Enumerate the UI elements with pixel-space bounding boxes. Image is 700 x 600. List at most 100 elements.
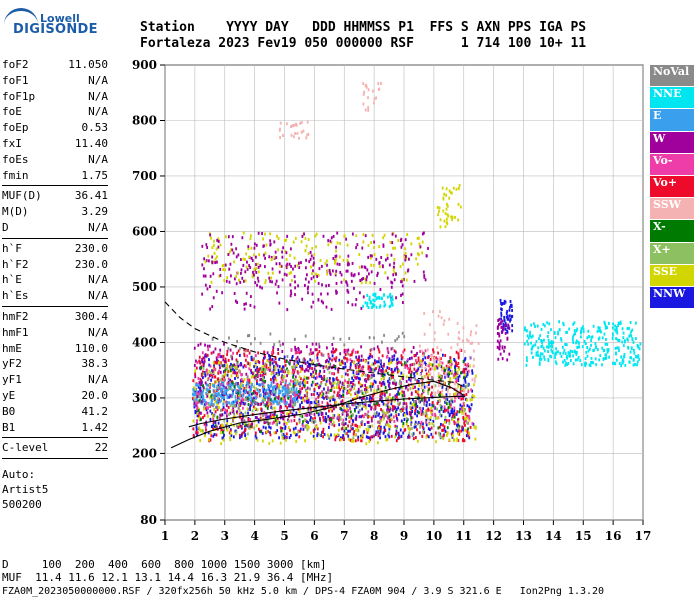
echo-point bbox=[268, 415, 270, 419]
echo-point bbox=[419, 425, 421, 429]
echo-point bbox=[257, 369, 260, 373]
echo-point bbox=[497, 357, 500, 361]
echo-point bbox=[329, 399, 332, 403]
echo-point bbox=[341, 381, 344, 385]
legend-item-w: W bbox=[650, 131, 694, 154]
echo-point bbox=[451, 417, 454, 421]
echo-cluster bbox=[278, 120, 310, 140]
echo-point bbox=[333, 398, 336, 402]
echo-point bbox=[220, 428, 223, 432]
echo-point bbox=[238, 397, 241, 401]
echo-point bbox=[222, 438, 225, 442]
echo-point bbox=[347, 300, 349, 304]
echo-point bbox=[367, 367, 370, 371]
trace-line-trace-o bbox=[188, 395, 466, 428]
echo-point bbox=[498, 317, 501, 321]
echo-point bbox=[418, 384, 421, 388]
echo-point bbox=[410, 242, 413, 246]
echo-point bbox=[267, 399, 270, 403]
echo-point bbox=[238, 369, 241, 373]
echo-point bbox=[207, 406, 209, 410]
echo-point bbox=[221, 364, 224, 368]
echo-point bbox=[394, 435, 397, 439]
param-label: C-level bbox=[2, 441, 49, 455]
echo-point bbox=[327, 243, 330, 247]
echo-point bbox=[254, 368, 257, 372]
echo-point bbox=[441, 385, 444, 389]
echo-point bbox=[361, 246, 364, 250]
echo-point bbox=[375, 430, 378, 434]
echo-point bbox=[285, 432, 288, 436]
echo-point bbox=[330, 384, 333, 388]
echo-point bbox=[254, 337, 256, 341]
echo-point bbox=[195, 404, 198, 408]
echo-point bbox=[473, 379, 476, 383]
echo-point bbox=[312, 375, 315, 379]
echo-point bbox=[379, 360, 382, 364]
echo-point bbox=[575, 329, 578, 333]
echo-point bbox=[626, 327, 629, 331]
echo-point bbox=[400, 371, 403, 375]
echo-point bbox=[455, 361, 457, 365]
echo-point bbox=[306, 428, 309, 432]
echo-point bbox=[263, 410, 266, 414]
echo-point bbox=[209, 364, 212, 368]
echo-point bbox=[281, 433, 284, 437]
echo-point bbox=[302, 396, 305, 400]
echo-point bbox=[499, 321, 502, 325]
echo-point bbox=[271, 361, 274, 365]
echo-point bbox=[318, 345, 321, 349]
echo-point bbox=[414, 385, 416, 389]
echo-point bbox=[537, 353, 540, 357]
echo-point bbox=[344, 362, 347, 366]
echo-point bbox=[329, 388, 332, 392]
echo-point bbox=[358, 359, 360, 363]
echo-point bbox=[390, 297, 392, 301]
echo-point bbox=[378, 368, 380, 372]
echo-point bbox=[299, 429, 301, 433]
echo-point bbox=[245, 385, 248, 389]
echo-point bbox=[417, 390, 419, 394]
echo-point bbox=[280, 397, 283, 401]
echo-point bbox=[339, 271, 342, 275]
echo-point bbox=[421, 359, 424, 363]
echo-point bbox=[462, 368, 465, 372]
echo-point bbox=[410, 356, 413, 360]
echo-point bbox=[322, 418, 325, 422]
echo-point bbox=[205, 387, 208, 391]
echo-point bbox=[280, 264, 283, 268]
echo-point bbox=[328, 435, 331, 439]
echo-point bbox=[413, 367, 416, 371]
echo-point bbox=[349, 353, 352, 357]
echo-point bbox=[364, 412, 367, 416]
echo-point bbox=[391, 355, 394, 359]
echo-point bbox=[373, 240, 375, 244]
echo-point bbox=[373, 264, 375, 268]
echo-point bbox=[239, 258, 242, 262]
echo-point bbox=[201, 396, 204, 400]
echo-point bbox=[603, 332, 606, 336]
echo-point bbox=[218, 369, 220, 373]
echo-point bbox=[612, 326, 614, 330]
echo-point bbox=[540, 338, 542, 342]
echo-point bbox=[365, 278, 368, 282]
echo-point bbox=[343, 426, 345, 430]
echo-point bbox=[222, 381, 225, 385]
echo-point bbox=[508, 352, 511, 356]
echo-point bbox=[472, 349, 475, 353]
echo-point bbox=[563, 358, 566, 362]
echo-point bbox=[362, 365, 364, 369]
echo-point bbox=[438, 433, 441, 437]
echo-point bbox=[217, 355, 219, 359]
echo-point bbox=[574, 350, 577, 354]
echo-point bbox=[437, 314, 440, 318]
echo-point bbox=[283, 375, 286, 379]
echo-point bbox=[347, 352, 350, 356]
echo-point bbox=[252, 374, 254, 378]
param-label: h`F2 bbox=[2, 257, 29, 271]
echo-point bbox=[588, 334, 590, 338]
echo-point bbox=[414, 409, 416, 413]
echo-point bbox=[564, 342, 567, 346]
echo-point bbox=[411, 416, 414, 420]
echo-point bbox=[386, 408, 389, 412]
